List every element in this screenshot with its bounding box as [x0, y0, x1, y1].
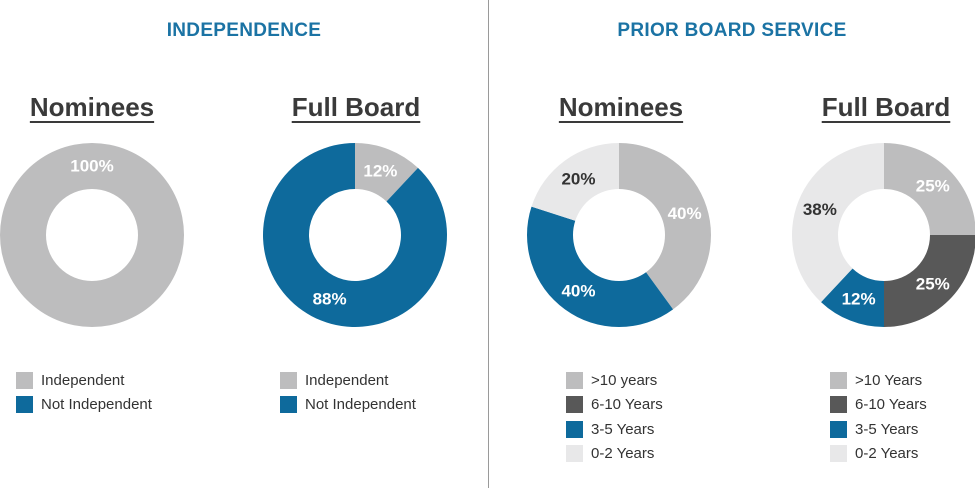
legend-label: 6-10 Years	[591, 396, 663, 414]
donut-slice-10-years	[884, 143, 975, 235]
legend-swatch	[16, 396, 33, 414]
legend-swatch	[280, 371, 297, 389]
donut-slice-independent	[0, 143, 184, 327]
legend-swatch	[830, 445, 847, 463]
legend-label: 6-10 Years	[855, 396, 927, 414]
legend-label: Independent	[41, 371, 125, 389]
donut-slice-independent	[355, 143, 418, 202]
legend-label: Not Independent	[41, 396, 152, 414]
legend-swatch	[830, 371, 847, 389]
data-label-independent: 100%	[70, 157, 113, 176]
legend-item: 3-5 Years	[566, 417, 663, 442]
data-label-6-10-years: 25%	[916, 274, 950, 293]
data-label-10-years: 40%	[668, 204, 702, 223]
section-title-independence: INDEPENDENCE	[166, 20, 322, 41]
donut-slice-10-years	[619, 143, 711, 310]
legend-item: 0-2 Years	[566, 442, 663, 467]
legend-swatch	[830, 420, 847, 438]
legend-label: 3-5 Years	[591, 420, 655, 438]
data-label-0-2-years: 38%	[803, 200, 837, 219]
section-divider	[488, 0, 489, 488]
legend-label: 0-2 Years	[591, 445, 655, 463]
data-label-10-years: 25%	[916, 177, 950, 196]
legend-label: Independent	[305, 371, 389, 389]
donut-slice-0-2-years	[531, 143, 619, 221]
legend-item: 6-10 Years	[566, 393, 663, 418]
legend-swatch	[566, 420, 583, 438]
legend-label: Not Independent	[305, 396, 416, 414]
donut-chart-service-nominees: 40% 40% 20%	[527, 143, 711, 327]
legend-label: >10 Years	[855, 371, 923, 389]
legend-swatch	[566, 371, 583, 389]
data-label-independent: 12%	[363, 161, 397, 180]
donut-chart-independence-nominees: 100%	[0, 143, 184, 327]
legend-item: 0-2 Years	[830, 442, 927, 467]
legend-swatch	[566, 396, 583, 414]
legend-label: 0-2 Years	[855, 445, 919, 463]
donut-chart-independence-full-board: 12% 88%	[263, 143, 447, 327]
chart-title-service-full-board: Full Board	[821, 92, 951, 122]
legend-item: Not Independent	[280, 393, 416, 418]
donut-slice-3-5-years	[821, 268, 884, 327]
donut-slice-not-independent	[263, 143, 447, 327]
data-label-3-5-years: 40%	[561, 281, 595, 300]
legend-label: 3-5 Years	[855, 420, 919, 438]
legend-item: >10 years	[566, 368, 663, 393]
data-label-0-2-years: 20%	[561, 170, 595, 189]
legend-item: >10 Years	[830, 368, 927, 393]
donut-slice-6-10-years	[884, 235, 975, 327]
data-label-not-independent: 88%	[313, 290, 347, 309]
legend-item: 3-5 Years	[830, 417, 927, 442]
legend-swatch	[830, 396, 847, 414]
legend-swatch	[566, 445, 583, 463]
chart-title-independence-full-board: Full Board	[291, 92, 421, 122]
legend-independence-nominees: Independent Not Independent	[16, 368, 152, 417]
section-title-prior-board-service: PRIOR BOARD SERVICE	[617, 20, 847, 41]
legend-independence-full-board: Independent Not Independent	[280, 368, 416, 417]
chart-title-service-nominees: Nominees	[558, 92, 684, 122]
legend-service-full-board: >10 Years 6-10 Years 3-5 Years 0-2 Years	[830, 368, 927, 466]
legend-swatch	[16, 371, 33, 389]
legend-item: Independent	[280, 368, 416, 393]
legend-item: Independent	[16, 368, 152, 393]
data-label-3-5-years: 12%	[842, 290, 876, 309]
chart-title-independence-nominees: Nominees	[29, 92, 155, 122]
legend-item: 6-10 Years	[830, 393, 927, 418]
donut-slice-0-2-years	[792, 143, 884, 303]
legend-label: >10 years	[591, 371, 658, 389]
legend-swatch	[280, 396, 297, 414]
donut-chart-service-full-board: 25% 25% 12% 38%	[792, 143, 975, 327]
legend-item: Not Independent	[16, 393, 152, 418]
donut-slice-3-5-years	[527, 206, 674, 327]
legend-service-nominees: >10 years 6-10 Years 3-5 Years 0-2 Years	[566, 368, 663, 466]
